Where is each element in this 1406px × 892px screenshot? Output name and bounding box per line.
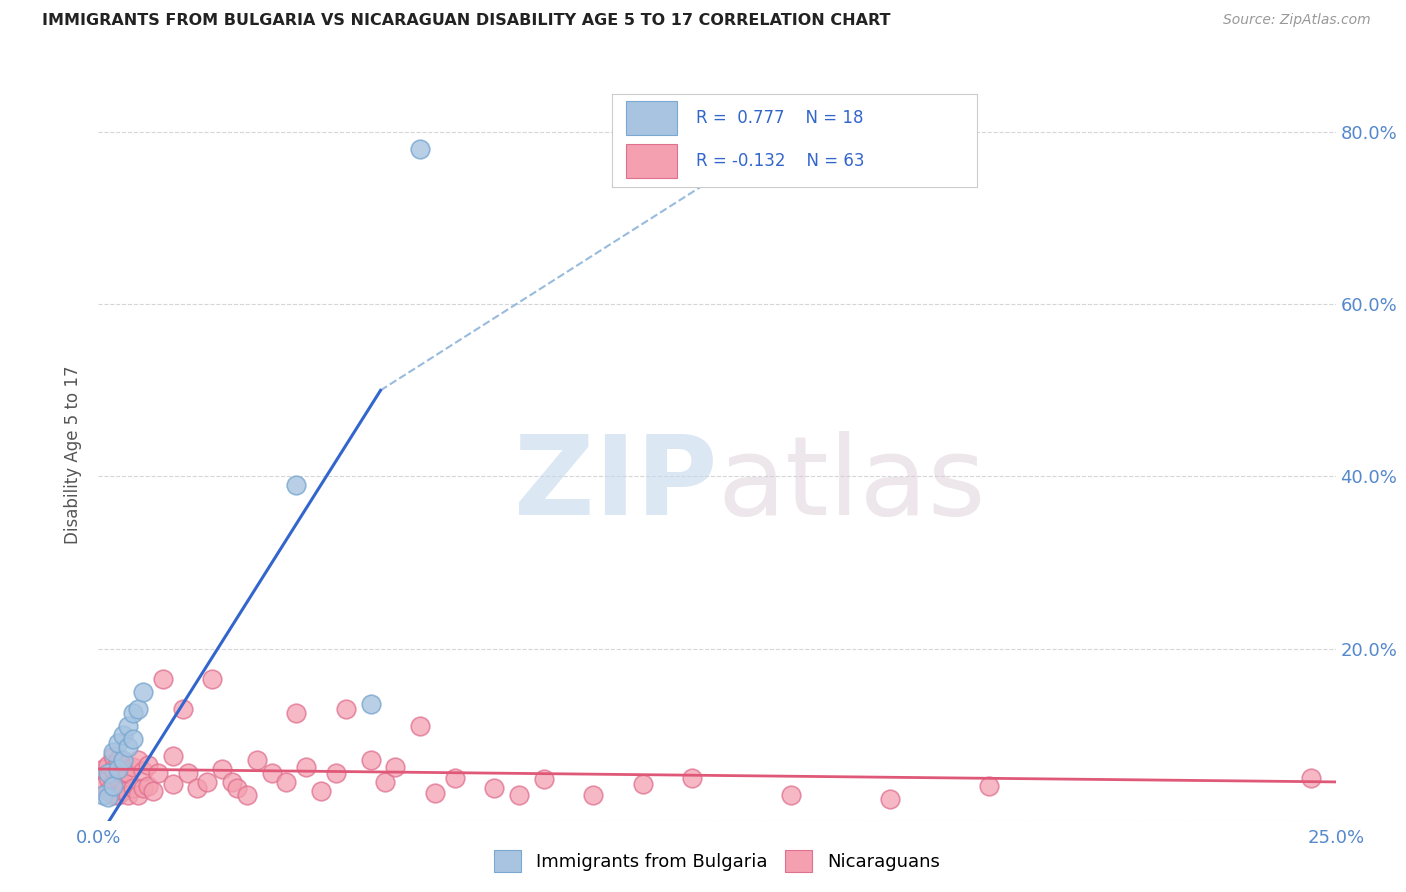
Point xyxy=(879,792,901,806)
Bar xyxy=(626,101,678,135)
Point xyxy=(186,780,208,795)
Point xyxy=(236,788,259,802)
Point xyxy=(374,775,396,789)
Text: ZIP: ZIP xyxy=(513,431,717,538)
Point xyxy=(112,728,135,742)
Point xyxy=(360,753,382,767)
Point xyxy=(97,757,120,772)
Point xyxy=(103,745,125,759)
Point xyxy=(136,757,159,772)
Point xyxy=(533,772,555,787)
Point xyxy=(103,779,125,793)
Point xyxy=(979,779,1001,793)
Point xyxy=(681,771,703,785)
Point xyxy=(285,706,308,720)
Point xyxy=(97,789,120,804)
Point xyxy=(127,702,149,716)
Point xyxy=(112,766,135,780)
Point xyxy=(107,736,129,750)
Point xyxy=(122,760,145,774)
Point xyxy=(146,766,169,780)
Point xyxy=(276,775,298,789)
Point xyxy=(582,788,605,802)
Point xyxy=(285,478,308,492)
Point xyxy=(246,753,269,767)
Point xyxy=(176,766,198,780)
Point xyxy=(112,783,135,797)
Point xyxy=(1299,771,1322,785)
Point xyxy=(132,684,155,698)
Text: atlas: atlas xyxy=(717,431,986,538)
Point xyxy=(631,777,654,791)
Point xyxy=(423,786,446,800)
Point xyxy=(226,780,249,795)
Point xyxy=(132,764,155,778)
Point xyxy=(309,783,332,797)
Point xyxy=(97,771,120,785)
Point xyxy=(162,749,184,764)
Point xyxy=(295,760,318,774)
Point xyxy=(107,753,129,767)
Legend: Immigrants from Bulgaria, Nicaraguans: Immigrants from Bulgaria, Nicaraguans xyxy=(485,841,949,881)
Bar xyxy=(626,145,678,178)
Point xyxy=(107,772,129,787)
Text: R = -0.132    N = 63: R = -0.132 N = 63 xyxy=(696,152,865,169)
Point xyxy=(172,702,194,716)
Point xyxy=(112,755,135,769)
Point xyxy=(162,777,184,791)
Point xyxy=(103,749,125,764)
Point xyxy=(93,788,115,802)
Point xyxy=(93,779,115,793)
Point xyxy=(117,766,139,780)
Point xyxy=(260,766,283,780)
Point xyxy=(780,788,803,802)
Point xyxy=(136,779,159,793)
Point xyxy=(335,702,357,716)
Point xyxy=(107,762,129,776)
Text: Source: ZipAtlas.com: Source: ZipAtlas.com xyxy=(1223,13,1371,28)
Point xyxy=(152,672,174,686)
Point xyxy=(409,143,432,157)
Point xyxy=(103,775,125,789)
Point xyxy=(122,780,145,795)
Point xyxy=(132,780,155,795)
Point xyxy=(112,753,135,767)
Point xyxy=(97,783,120,797)
Text: R =  0.777    N = 18: R = 0.777 N = 18 xyxy=(696,109,863,127)
Point xyxy=(360,698,382,712)
Point xyxy=(484,780,506,795)
Point xyxy=(127,788,149,802)
Point xyxy=(122,731,145,746)
Point xyxy=(325,766,347,780)
Point xyxy=(221,775,243,789)
Point xyxy=(201,672,224,686)
Point xyxy=(97,766,120,780)
Point xyxy=(117,740,139,755)
Point xyxy=(107,788,129,802)
Point xyxy=(117,719,139,733)
Point xyxy=(122,706,145,720)
Point xyxy=(508,788,530,802)
Point xyxy=(93,762,115,776)
Text: IMMIGRANTS FROM BULGARIA VS NICARAGUAN DISABILITY AGE 5 TO 17 CORRELATION CHART: IMMIGRANTS FROM BULGARIA VS NICARAGUAN D… xyxy=(42,13,890,29)
Point xyxy=(211,762,233,776)
Point xyxy=(142,783,165,797)
Point xyxy=(409,719,432,733)
Point xyxy=(127,753,149,767)
Point xyxy=(103,762,125,776)
Point xyxy=(117,788,139,802)
Point xyxy=(103,788,125,802)
Point xyxy=(195,775,218,789)
Point xyxy=(384,760,406,774)
Point xyxy=(443,771,465,785)
Y-axis label: Disability Age 5 to 17: Disability Age 5 to 17 xyxy=(65,366,83,544)
